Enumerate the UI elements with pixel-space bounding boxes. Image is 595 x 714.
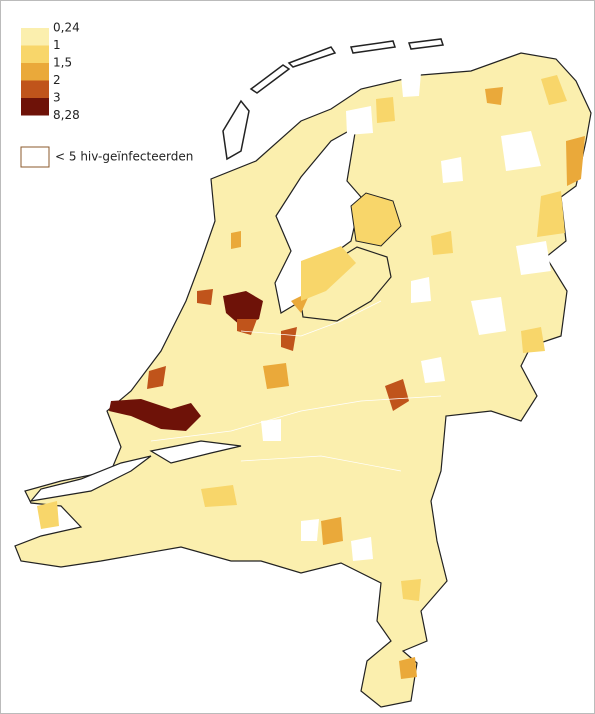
island — [287, 46, 337, 68]
legend-label: 2 — [53, 73, 61, 87]
legend-swatch — [21, 63, 49, 81]
estuary — [149, 440, 242, 464]
legend-label: 8,28 — [53, 108, 80, 122]
legend-swatch — [21, 28, 49, 46]
no-data-areas — [261, 73, 551, 561]
legend-swatch — [21, 80, 49, 98]
island — [350, 40, 396, 54]
region — [350, 192, 402, 247]
legend-label: 1,5 — [53, 56, 72, 70]
legend-label: < 5 hiv-geïnfecteerden — [55, 150, 193, 164]
regions — [37, 75, 585, 679]
island — [222, 99, 250, 161]
river — [150, 300, 442, 472]
legend-swatch — [21, 45, 49, 63]
legend-label: 1 — [53, 38, 61, 52]
legend-swatch — [21, 98, 49, 116]
legend-label: 3 — [53, 91, 61, 105]
island — [249, 64, 291, 94]
island — [407, 38, 445, 50]
legend: 0,24 1 1,5 2 3 8,28 < 5 hiv-geïnfecteerden — [20, 21, 193, 168]
legend-swatch — [20, 146, 50, 168]
lake — [274, 125, 362, 314]
estuary — [29, 455, 152, 502]
legend-label: 0,24 — [53, 21, 80, 35]
map-layer — [14, 38, 592, 708]
